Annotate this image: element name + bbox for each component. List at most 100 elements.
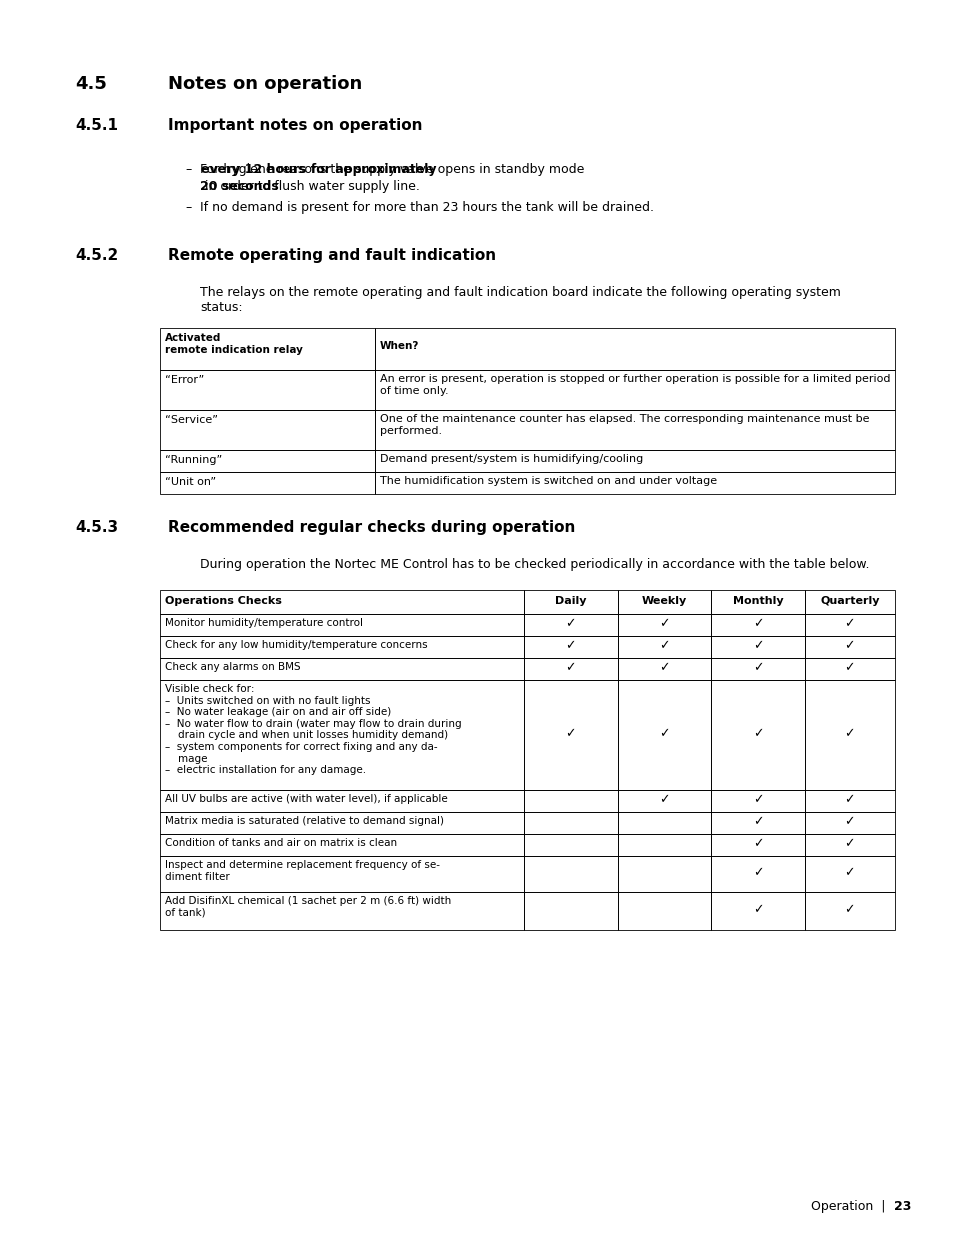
Text: ✓: ✓ xyxy=(752,727,762,741)
Bar xyxy=(711,614,803,636)
Text: ✓: ✓ xyxy=(752,867,762,879)
Bar xyxy=(160,450,375,472)
Text: Recommended regular checks during operation: Recommended regular checks during operat… xyxy=(168,520,575,535)
Text: 4.5: 4.5 xyxy=(75,75,107,93)
Bar xyxy=(160,329,375,370)
Text: Notes on operation: Notes on operation xyxy=(168,75,362,93)
Text: ✓: ✓ xyxy=(752,794,762,806)
Bar xyxy=(523,834,618,856)
Bar xyxy=(618,790,711,811)
Bar xyxy=(160,834,523,856)
Text: Important notes on operation: Important notes on operation xyxy=(168,119,422,133)
Bar xyxy=(160,636,523,658)
Bar xyxy=(803,790,894,811)
Bar xyxy=(803,636,894,658)
Text: Check any alarms on BMS: Check any alarms on BMS xyxy=(165,662,300,672)
Text: ✓: ✓ xyxy=(843,662,854,674)
Text: ✓: ✓ xyxy=(659,794,669,806)
Bar xyxy=(523,892,618,930)
Text: ✓: ✓ xyxy=(752,618,762,631)
Text: ✓: ✓ xyxy=(843,867,854,879)
Bar xyxy=(618,680,711,790)
Bar xyxy=(711,856,803,892)
Bar xyxy=(711,590,803,614)
Text: Demand present/system is humidifying/cooling: Demand present/system is humidifying/coo… xyxy=(379,454,642,464)
Bar xyxy=(803,614,894,636)
Text: “Unit on”: “Unit on” xyxy=(165,477,216,487)
Bar xyxy=(523,658,618,680)
Text: ✓: ✓ xyxy=(659,662,669,674)
Text: –: – xyxy=(185,201,191,214)
Bar xyxy=(523,590,618,614)
Text: During operation the Nortec ME Control has to be checked periodically in accorda: During operation the Nortec ME Control h… xyxy=(200,558,868,571)
Bar xyxy=(803,892,894,930)
Text: every 12 hours for approximately: every 12 hours for approximately xyxy=(201,163,436,177)
Bar xyxy=(523,790,618,811)
Bar xyxy=(375,472,894,494)
Text: in order to flush water supply line.: in order to flush water supply line. xyxy=(201,180,419,193)
Bar xyxy=(523,680,618,790)
Text: Operations Checks: Operations Checks xyxy=(165,597,281,606)
Text: ✓: ✓ xyxy=(565,618,576,631)
Bar xyxy=(160,892,523,930)
Text: For hygiene reasons the supply valve opens in standby mode: For hygiene reasons the supply valve ope… xyxy=(200,163,588,177)
Text: ✓: ✓ xyxy=(659,618,669,631)
Text: ✓: ✓ xyxy=(659,640,669,652)
Text: Daily: Daily xyxy=(555,597,586,606)
Bar xyxy=(803,590,894,614)
Bar xyxy=(711,680,803,790)
Text: ✓: ✓ xyxy=(843,904,854,916)
Bar xyxy=(711,834,803,856)
Text: “Service”: “Service” xyxy=(165,415,218,425)
Bar xyxy=(711,790,803,811)
Text: Matrix media is saturated (relative to demand signal): Matrix media is saturated (relative to d… xyxy=(165,816,443,826)
Text: Remote operating and fault indication: Remote operating and fault indication xyxy=(168,248,496,263)
Text: An error is present, operation is stopped or further operation is possible for a: An error is present, operation is stoppe… xyxy=(379,374,889,395)
Bar xyxy=(618,892,711,930)
Text: 23: 23 xyxy=(893,1200,910,1213)
Bar xyxy=(375,329,894,370)
Text: Monitor humidity/temperature control: Monitor humidity/temperature control xyxy=(165,618,363,629)
Text: Weekly: Weekly xyxy=(641,597,686,606)
Text: ✓: ✓ xyxy=(752,904,762,916)
Bar xyxy=(711,892,803,930)
Text: All UV bulbs are active (with water level), if applicable: All UV bulbs are active (with water leve… xyxy=(165,794,447,804)
Text: ✓: ✓ xyxy=(565,662,576,674)
Text: Activated
remote indication relay: Activated remote indication relay xyxy=(165,333,302,354)
Bar xyxy=(160,856,523,892)
Bar xyxy=(803,811,894,834)
Bar xyxy=(618,636,711,658)
Text: ✓: ✓ xyxy=(843,815,854,829)
Bar xyxy=(160,790,523,811)
Text: Inspect and determine replacement frequency of se-
diment filter: Inspect and determine replacement freque… xyxy=(165,860,439,882)
Text: Quarterly: Quarterly xyxy=(820,597,879,606)
Text: “Error”: “Error” xyxy=(165,375,204,385)
Text: Condition of tanks and air on matrix is clean: Condition of tanks and air on matrix is … xyxy=(165,839,396,848)
Text: Operation  |: Operation | xyxy=(811,1200,893,1213)
Text: If no demand is present for more than 23 hours the tank will be drained.: If no demand is present for more than 23… xyxy=(200,201,654,214)
Text: ✓: ✓ xyxy=(565,727,576,741)
Bar xyxy=(523,811,618,834)
Bar xyxy=(618,811,711,834)
Text: ✓: ✓ xyxy=(752,837,762,851)
Text: Visible check for:
–  Units switched on with no fault lights
–  No water leakage: Visible check for: – Units switched on w… xyxy=(165,684,461,776)
Bar xyxy=(160,658,523,680)
Bar xyxy=(618,614,711,636)
Text: “Running”: “Running” xyxy=(165,454,222,466)
Bar xyxy=(160,370,375,410)
Bar xyxy=(711,636,803,658)
Text: ✓: ✓ xyxy=(565,640,576,652)
Text: ✓: ✓ xyxy=(843,640,854,652)
Bar xyxy=(803,834,894,856)
Text: ✓: ✓ xyxy=(843,727,854,741)
Bar xyxy=(160,614,523,636)
Bar xyxy=(618,834,711,856)
Bar xyxy=(160,590,523,614)
Bar xyxy=(160,811,523,834)
Text: Monthly: Monthly xyxy=(732,597,782,606)
Text: ✓: ✓ xyxy=(659,727,669,741)
Bar xyxy=(375,410,894,450)
Text: Add DisifinXL chemical (1 sachet per 2 m (6.6 ft) width
of tank): Add DisifinXL chemical (1 sachet per 2 m… xyxy=(165,897,451,918)
Text: ✓: ✓ xyxy=(752,662,762,674)
Bar xyxy=(523,636,618,658)
